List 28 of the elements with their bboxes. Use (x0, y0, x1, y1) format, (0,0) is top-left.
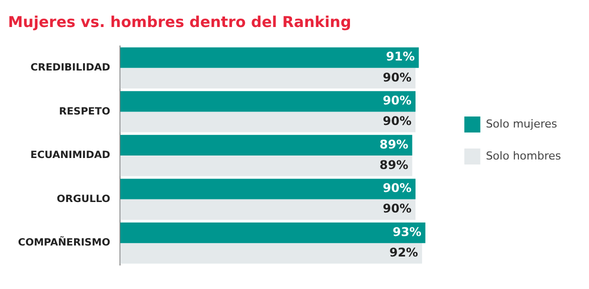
bar (120, 68, 416, 88)
bar (120, 156, 412, 176)
data-label: 90% (382, 202, 412, 216)
data-label: 89% (380, 137, 408, 152)
legend-label: Solo hombres (486, 149, 562, 162)
bar (120, 91, 416, 112)
data-label: 90% (382, 94, 412, 108)
y-tick-label: ORGULLO (56, 194, 110, 205)
data-label: 90% (382, 114, 412, 128)
data-label: 90% (382, 181, 412, 196)
data-label: 91% (386, 50, 415, 64)
y-tick-label: COMPAÑERISMO (18, 236, 110, 249)
bar (120, 243, 422, 264)
bar (120, 199, 416, 220)
data-label: 93% (392, 224, 422, 239)
legend-label: Solo mujeres (486, 117, 558, 130)
bar (120, 112, 416, 132)
chart-title: Mujeres vs. hombres dentro del Ranking (8, 12, 352, 31)
y-tick-label: CREDIBILIDAD (30, 62, 110, 74)
y-tick-label: RESPETO (59, 106, 110, 118)
data-label: 89% (380, 158, 408, 172)
data-label: 92% (389, 246, 418, 260)
bar (120, 222, 426, 244)
data-label: 90% (382, 70, 412, 84)
bar (120, 47, 419, 68)
bar (120, 134, 412, 156)
bar (120, 178, 416, 200)
y-tick-label: ECUANIMIDAD (30, 150, 110, 162)
